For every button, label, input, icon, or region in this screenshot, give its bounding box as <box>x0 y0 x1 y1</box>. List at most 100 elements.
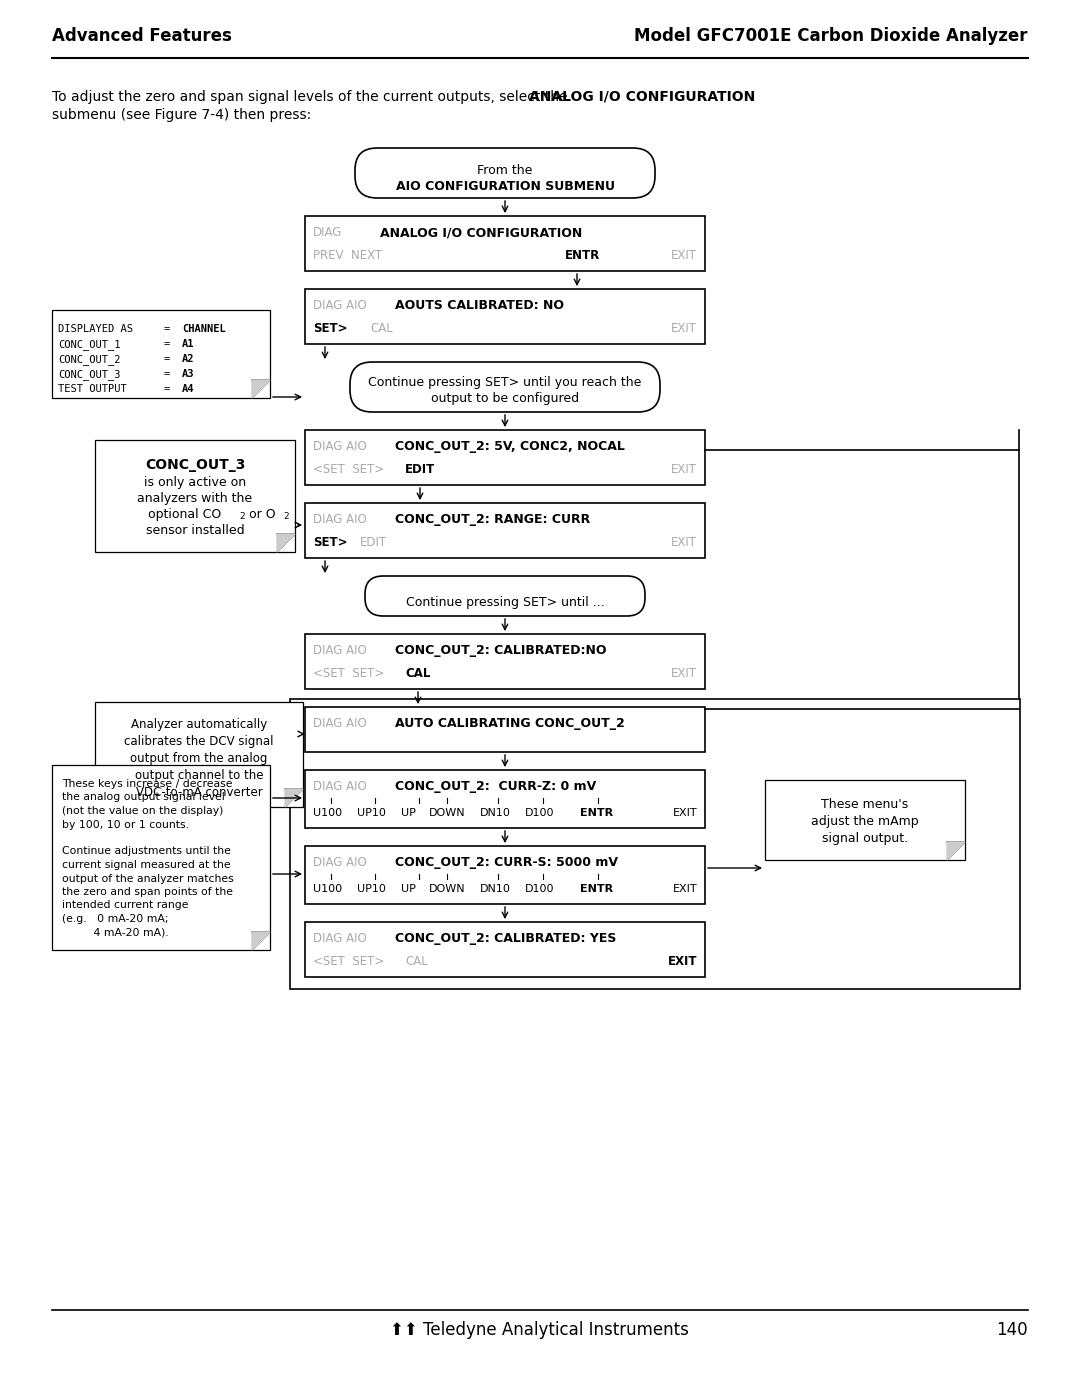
Text: CONC_OUT_2: CONC_OUT_2 <box>58 353 121 365</box>
Text: =: = <box>164 324 171 334</box>
Bar <box>305 217 705 271</box>
Bar <box>52 766 270 950</box>
Text: Continue pressing SET> until ...: Continue pressing SET> until ... <box>406 597 605 609</box>
Text: CONC_OUT_2: CALIBRATED:NO: CONC_OUT_2: CALIBRATED:NO <box>395 644 607 657</box>
Text: current signal measured at the: current signal measured at the <box>62 861 231 870</box>
Bar <box>52 310 270 398</box>
Text: CHANNEL: CHANNEL <box>183 324 226 334</box>
Text: Advanced Features: Advanced Features <box>52 27 232 45</box>
Text: SET>: SET> <box>313 321 348 335</box>
Text: EXIT: EXIT <box>671 666 697 680</box>
Text: CONC_OUT_2: RANGE: CURR: CONC_OUT_2: RANGE: CURR <box>395 513 591 527</box>
Text: CAL: CAL <box>370 321 393 335</box>
Text: output of the analyzer matches: output of the analyzer matches <box>62 873 233 883</box>
Text: the zero and span points of the: the zero and span points of the <box>62 887 233 897</box>
Bar <box>305 922 705 977</box>
Text: EXIT: EXIT <box>671 462 697 476</box>
Text: From the: From the <box>477 163 532 177</box>
Text: PREV  NEXT: PREV NEXT <box>313 249 382 263</box>
Bar <box>305 289 705 344</box>
Text: To adjust the zero and span signal levels of the current outputs, select the: To adjust the zero and span signal level… <box>52 89 572 103</box>
Text: AIO CONFIGURATION SUBMENU: AIO CONFIGURATION SUBMENU <box>395 180 615 193</box>
Polygon shape <box>947 842 966 861</box>
Text: analyzers with the: analyzers with the <box>137 492 253 504</box>
Text: DOWN: DOWN <box>429 807 465 819</box>
Text: These keys increase / decrease: These keys increase / decrease <box>62 780 232 789</box>
Text: DIAG AIO: DIAG AIO <box>313 644 367 657</box>
Text: (not the value on the display): (not the value on the display) <box>62 806 224 816</box>
Text: ENTR: ENTR <box>565 249 600 263</box>
Text: (e.g.   0 mA-20 mA;: (e.g. 0 mA-20 mA; <box>62 914 168 923</box>
Text: adjust the mAmp: adjust the mAmp <box>811 814 919 828</box>
Text: DIAG AIO: DIAG AIO <box>313 440 367 453</box>
Text: A2: A2 <box>183 353 194 365</box>
Text: AUTO CALIBRATING CONC_OUT_2: AUTO CALIBRATING CONC_OUT_2 <box>395 717 624 731</box>
Text: 2: 2 <box>239 511 245 521</box>
Text: A3: A3 <box>183 369 194 379</box>
Text: <SET  SET>: <SET SET> <box>313 462 384 476</box>
Text: the analog output signal level: the analog output signal level <box>62 792 225 802</box>
Polygon shape <box>252 932 270 950</box>
Text: DIAG AIO: DIAG AIO <box>313 299 367 312</box>
Text: 2: 2 <box>283 511 288 521</box>
Text: submenu (see Figure 7-4) then press:: submenu (see Figure 7-4) then press: <box>52 108 311 122</box>
Text: CONC_OUT_3: CONC_OUT_3 <box>145 458 245 472</box>
Text: AOUTS CALIBRATED: NO: AOUTS CALIBRATED: NO <box>395 299 564 312</box>
Text: output channel to the: output channel to the <box>135 768 264 782</box>
Text: EXIT: EXIT <box>667 956 697 968</box>
Text: ENTR: ENTR <box>580 807 613 819</box>
Bar <box>765 780 966 861</box>
Text: or O: or O <box>245 509 275 521</box>
Text: signal output.: signal output. <box>822 833 908 845</box>
Text: These menu's: These menu's <box>822 798 908 812</box>
Text: CONC_OUT_1: CONC_OUT_1 <box>58 339 121 349</box>
Text: <SET  SET>: <SET SET> <box>313 666 384 680</box>
Text: <SET  SET>: <SET SET> <box>313 956 384 968</box>
Text: CAL: CAL <box>405 956 428 968</box>
Text: UP: UP <box>401 884 416 894</box>
Polygon shape <box>285 789 303 807</box>
Text: output from the analog: output from the analog <box>131 752 268 766</box>
Text: A4: A4 <box>183 384 194 394</box>
Text: UP10: UP10 <box>357 884 386 894</box>
FancyBboxPatch shape <box>355 148 654 198</box>
Text: Continue adjustments until the: Continue adjustments until the <box>62 847 231 856</box>
Text: Continue pressing SET> until you reach the: Continue pressing SET> until you reach t… <box>368 376 642 388</box>
Text: UP: UP <box>401 807 416 819</box>
FancyBboxPatch shape <box>350 362 660 412</box>
Text: D100: D100 <box>525 807 554 819</box>
Polygon shape <box>252 380 270 398</box>
Text: CAL: CAL <box>405 666 430 680</box>
Text: DIAG AIO: DIAG AIO <box>313 780 367 793</box>
Text: DISPLAYED AS: DISPLAYED AS <box>58 324 133 334</box>
Text: CONC_OUT_3: CONC_OUT_3 <box>58 369 121 380</box>
Text: 4 mA-20 mA).: 4 mA-20 mA). <box>62 928 168 937</box>
Text: A1: A1 <box>183 339 194 349</box>
Text: DIAG AIO: DIAG AIO <box>313 513 367 527</box>
Text: DIAG AIO: DIAG AIO <box>313 932 367 944</box>
Text: TEST OUTPUT: TEST OUTPUT <box>58 384 126 394</box>
Text: =: = <box>164 339 171 349</box>
FancyBboxPatch shape <box>365 576 645 616</box>
Text: DN10: DN10 <box>480 807 511 819</box>
Text: Model GFC7001E Carbon Dioxide Analyzer: Model GFC7001E Carbon Dioxide Analyzer <box>635 27 1028 45</box>
Text: CONC_OUT_2: 5V, CONC2, NOCAL: CONC_OUT_2: 5V, CONC2, NOCAL <box>395 440 625 453</box>
Text: DIAG AIO: DIAG AIO <box>313 717 367 731</box>
Text: by 100, 10 or 1 counts.: by 100, 10 or 1 counts. <box>62 820 189 830</box>
Text: DN10: DN10 <box>480 884 511 894</box>
Text: DIAG: DIAG <box>313 226 342 239</box>
Text: SET>: SET> <box>313 536 348 549</box>
Text: CONC_OUT_2:  CURR-Z: 0 mV: CONC_OUT_2: CURR-Z: 0 mV <box>395 780 596 793</box>
Text: EXIT: EXIT <box>671 536 697 549</box>
Text: EDIT: EDIT <box>360 536 387 549</box>
Text: EXIT: EXIT <box>673 807 697 819</box>
Bar <box>95 703 303 807</box>
Text: ENTR: ENTR <box>580 884 613 894</box>
Text: EXIT: EXIT <box>671 321 697 335</box>
Text: EXIT: EXIT <box>673 884 697 894</box>
Bar <box>305 770 705 828</box>
Text: is only active on: is only active on <box>144 476 246 489</box>
Text: VDC-to-mA converter: VDC-to-mA converter <box>136 787 262 799</box>
Bar <box>291 698 1020 989</box>
Bar <box>95 440 295 552</box>
